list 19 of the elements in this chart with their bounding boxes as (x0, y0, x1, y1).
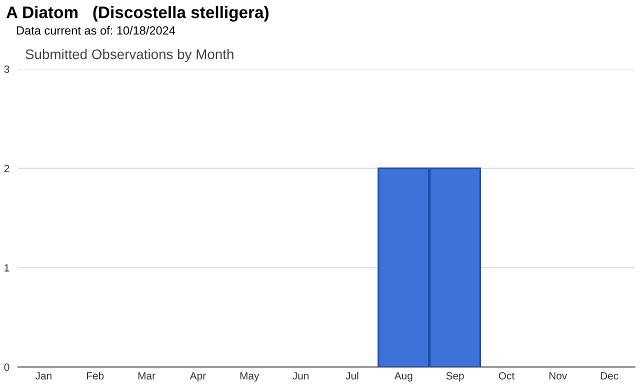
y-tick-label: 2 (4, 164, 10, 172)
chart-title: A Diatom (Discostella stelligera) (6, 6, 269, 22)
x-tick-label: Mar (138, 372, 156, 380)
x-tick-label: Jul (346, 372, 358, 380)
x-tick-label: Apr (190, 372, 206, 382)
x-tick-label: Sep (446, 372, 464, 382)
x-tick-label: Dec (600, 372, 618, 380)
y-tick-label: 0 (4, 364, 10, 371)
x-tick-label: Nov (549, 372, 568, 380)
text: Submitted Observations by Month (26, 49, 234, 62)
x-tick-label: Jan (35, 372, 52, 380)
x-tick-label: May (240, 372, 260, 382)
x-tick-label: Feb (87, 372, 104, 380)
x-tick-label: Oct (498, 372, 514, 380)
x-tick-label: Jun (292, 372, 309, 380)
chart-subtitle: Data current as of: 10/18/2024 (16, 26, 176, 35)
x-tick-label: Aug (394, 372, 412, 382)
y-tick-label: 1 (4, 264, 10, 272)
y-tick-label: 3 (4, 66, 10, 73)
